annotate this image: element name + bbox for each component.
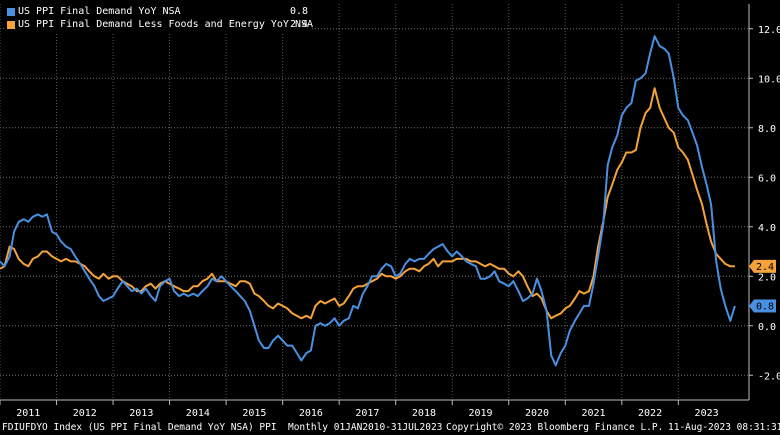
x-tick-label: 2011 — [16, 408, 40, 419]
ppi-line-chart: -2.0 0.0 2.0 4.0 6.0 8.0 10.0 12.0 2011 2012 2013 2… — [0, 4, 780, 419]
y-tick-label: -2.0 — [758, 371, 780, 382]
last-value-badge — [754, 299, 776, 313]
x-tick-label: 2018 — [412, 408, 436, 419]
x-tick-label: 2023 — [695, 408, 719, 419]
y-tick-label: 4.0 — [758, 223, 776, 234]
x-tick-label: 2017 — [355, 408, 379, 419]
x-tick-label: 2020 — [525, 408, 549, 419]
last-value-label: 0.8 — [756, 301, 774, 312]
y-tick-label: 10.0 — [758, 74, 780, 85]
x-tick-label: 2015 — [242, 408, 266, 419]
legend-last-value: 0.8 — [290, 6, 309, 17]
legend-swatch-blue — [7, 7, 15, 16]
legend-entry-ppi-final-demand: US PPI Final Demand YoY NSA 0.8 — [7, 5, 308, 18]
y-tick-label: 8.0 — [758, 124, 776, 135]
legend-swatch-orange — [7, 20, 15, 29]
footer-index-description: FDIUFDYO Index (US PPI Final Demand YoY … — [2, 422, 443, 433]
x-tick-label: 2014 — [186, 408, 210, 419]
chart-footer: FDIUFDYO Index (US PPI Final Demand YoY … — [0, 420, 780, 435]
last-value-badge — [754, 259, 776, 273]
legend-series-name: US PPI Final Demand Less Foods and Energ… — [18, 19, 314, 30]
series-line-ppi-final-demand — [0, 35, 736, 367]
legend-last-value: 2.4 — [290, 19, 309, 30]
x-tick-label: 2019 — [468, 408, 492, 419]
x-tick-label: 2016 — [299, 408, 323, 419]
legend-entry-ppi-core: US PPI Final Demand Less Foods and Energ… — [7, 18, 314, 31]
x-tick-label: 2022 — [638, 408, 662, 419]
last-value-pointer — [749, 299, 754, 313]
y-tick-label: 0.0 — [758, 322, 776, 333]
y-tick-label: 2.0 — [758, 272, 776, 283]
y-tick-label: 12.0 — [758, 25, 780, 36]
x-tick-label: 2021 — [582, 408, 606, 419]
x-tick-label: 2013 — [129, 408, 153, 419]
chart-legend: US PPI Final Demand YoY NSA 0.8 US PPI F… — [4, 4, 314, 32]
last-value-label: 2.4 — [756, 262, 774, 273]
y-tick-label: 6.0 — [758, 173, 776, 184]
x-tick-label: 2012 — [73, 408, 97, 419]
last-value-pointer — [749, 259, 754, 273]
footer-timestamp: 11-Aug-2023 08:31:31 — [668, 422, 780, 433]
footer-copyright: Copyright© 2023 Bloomberg Finance L.P. — [446, 422, 664, 433]
legend-series-name: US PPI Final Demand YoY NSA — [18, 6, 181, 17]
